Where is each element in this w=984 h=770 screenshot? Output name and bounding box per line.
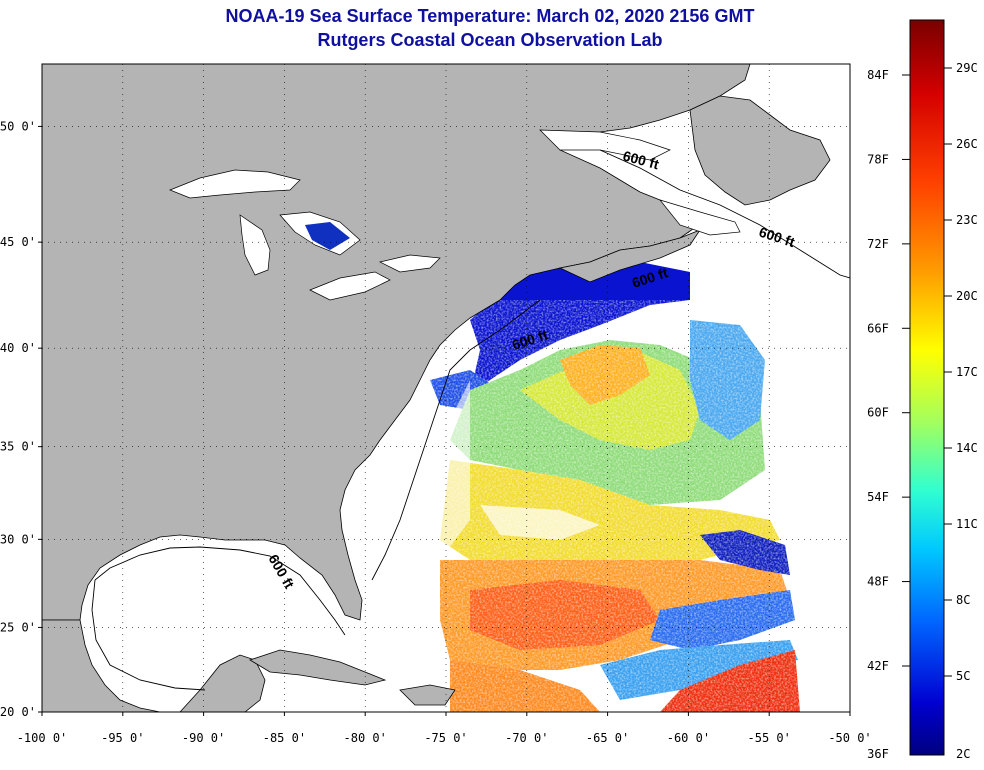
lon-tick-label: -100 0': [17, 731, 68, 745]
colorbar-f-label: 84F: [867, 68, 889, 82]
colorbar: 84F 78F 72F 66F 60F 54F 48F 42F 36F 29C 26C 23C 20C…: [867, 19, 978, 761]
colorbar-c-label: 8C: [956, 593, 970, 607]
colorbar-f-label: 48F: [867, 575, 889, 589]
lon-tick-label: -75 0': [424, 731, 467, 745]
graticule: [42, 64, 850, 712]
colorbar-f-label: 78F: [867, 152, 889, 166]
lat-tick-label: 40 0': [0, 341, 36, 355]
lon-tick-label: -95 0': [101, 731, 144, 745]
colorbar-c-label: 29C: [956, 61, 978, 75]
map-title: NOAA-19 Sea Surface Temperature: March 0…: [225, 6, 755, 26]
colorbar-gradient: [909, 19, 945, 756]
colorbar-f-label: 54F: [867, 490, 889, 504]
isobath-600ft: [91, 149, 850, 691]
lat-tick-label: 45 0': [0, 235, 36, 249]
colorbar-c-label: 23C: [956, 213, 978, 227]
lon-tick-label: -70 0': [505, 731, 548, 745]
lon-tick-label: -50 0': [828, 731, 871, 745]
colorbar-c-label: 17C: [956, 365, 978, 379]
lon-tick-label: -85 0': [263, 731, 306, 745]
colorbar-c-label: 2C: [956, 747, 970, 761]
land: [42, 64, 831, 712]
map-subtitle: Rutgers Coastal Ocean Observation Lab: [317, 30, 663, 50]
colorbar-f-label: 36F: [867, 747, 889, 761]
colorbar-celsius-labels: 29C 26C 23C 20C 17C 14C 11C 8C 5C 2C: [944, 61, 978, 761]
colorbar-f-label: 42F: [867, 659, 889, 673]
colorbar-fahrenheit-labels: 84F 78F 72F 66F 60F 54F 48F 42F 36F: [867, 68, 910, 761]
lat-tick-label: 35 0': [0, 440, 36, 454]
lat-tick-label: 30 0': [0, 532, 36, 546]
lon-tick-label: -60 0': [667, 731, 710, 745]
lat-tick-label: 50 0': [0, 119, 36, 133]
colorbar-c-label: 20C: [956, 289, 978, 303]
colorbar-c-label: 11C: [956, 517, 978, 531]
inland-waters: [169, 129, 741, 301]
longitude-labels: -100 0' -95 0' -90 0' -85 0' -80 0' -75 0' -70…: [17, 712, 872, 745]
lon-tick-label: -55 0': [748, 731, 791, 745]
lon-tick-label: -80 0': [344, 731, 387, 745]
lat-tick-label: 20 0': [0, 705, 36, 719]
colorbar-f-label: 72F: [867, 237, 889, 251]
colorbar-f-label: 60F: [867, 406, 889, 420]
lon-tick-label: -90 0': [182, 731, 225, 745]
colorbar-f-label: 66F: [867, 321, 889, 335]
colorbar-c-label: 26C: [956, 137, 978, 151]
lon-tick-label: -65 0': [586, 731, 629, 745]
latitude-labels: 50 0' 45 0' 40 0' 35 0' 30 0' 25 0' 20 0': [0, 119, 42, 719]
colorbar-c-label: 14C: [956, 441, 978, 455]
lake-temperature-patch: [305, 222, 350, 250]
colorbar-c-label: 5C: [956, 669, 970, 683]
sst-swath: [430, 258, 810, 712]
lat-tick-label: 25 0': [0, 620, 36, 634]
